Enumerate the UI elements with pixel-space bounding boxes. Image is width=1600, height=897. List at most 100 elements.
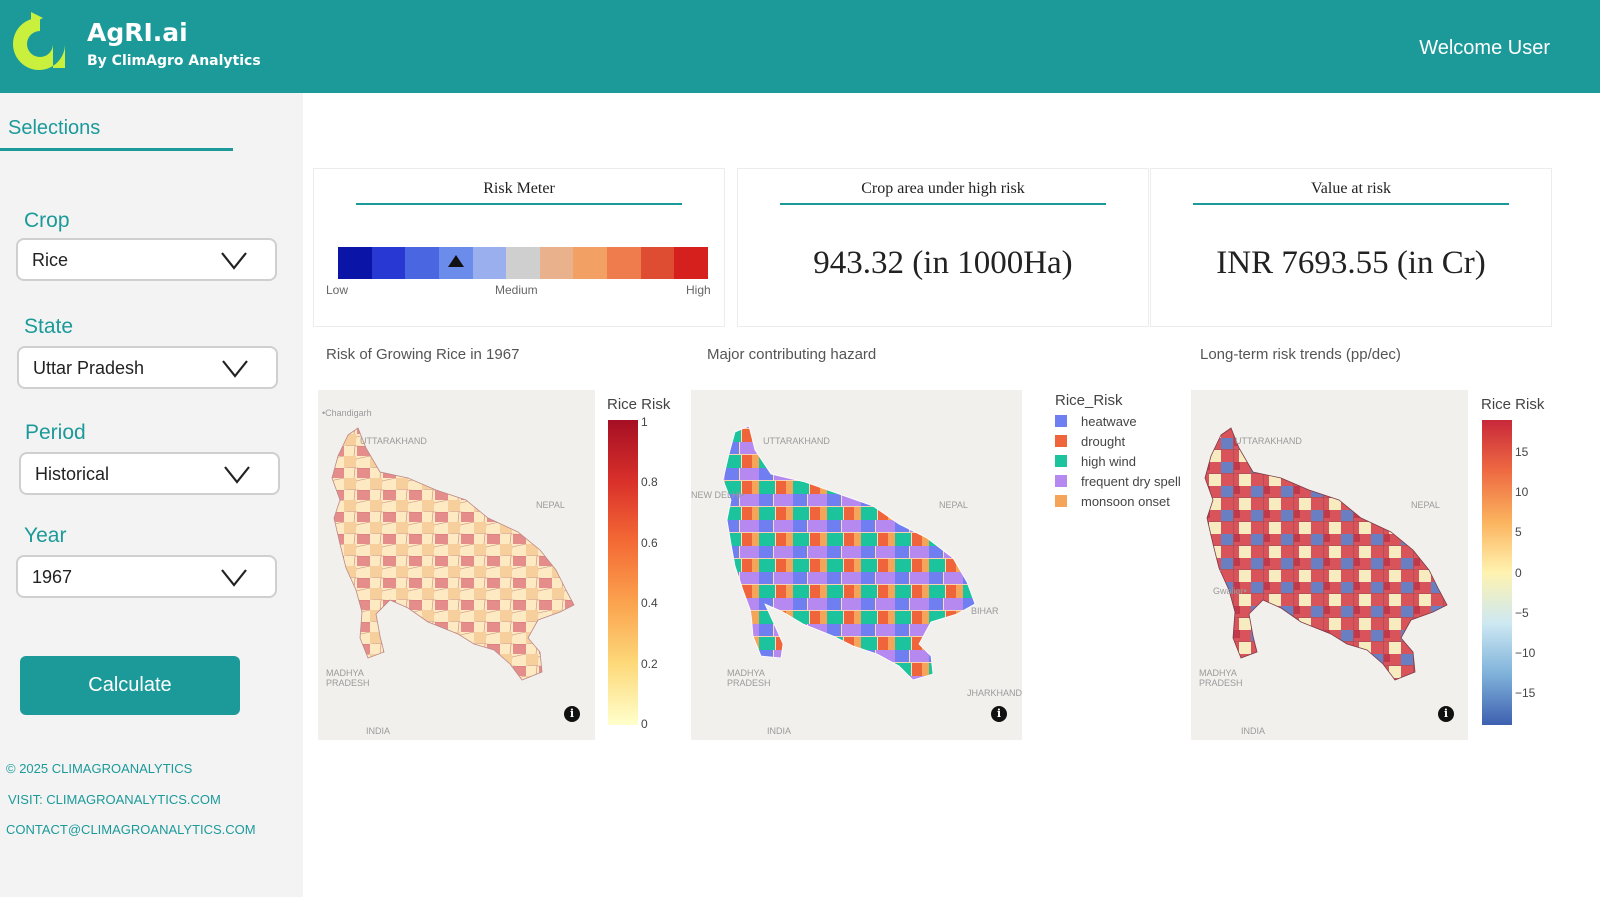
year-label: Year bbox=[24, 524, 67, 547]
colorbar-tick-label: −10 bbox=[1515, 645, 1536, 660]
crop-select[interactable]: Rice bbox=[16, 238, 277, 281]
period-select[interactable]: Historical bbox=[19, 452, 280, 495]
info-icon[interactable]: i bbox=[1438, 706, 1454, 722]
risk-meter-bar bbox=[338, 247, 709, 279]
legend-label: heatwave bbox=[1081, 414, 1137, 429]
colorbar-tick-label: 1 bbox=[641, 415, 648, 429]
value-at-risk-card: Value at risk INR 7693.55 (in Cr) bbox=[1150, 168, 1552, 327]
period-select-value: Historical bbox=[35, 464, 110, 484]
selections-sidebar: Selections Crop Rice State Uttar Pradesh… bbox=[0, 93, 303, 897]
state-select[interactable]: Uttar Pradesh bbox=[17, 346, 278, 389]
crop-select-value: Rice bbox=[32, 250, 69, 270]
state-select-value: Uttar Pradesh bbox=[33, 358, 145, 378]
chevron-down-icon bbox=[224, 466, 250, 484]
crop-area-value: 943.32 (in 1000Ha) bbox=[813, 245, 1073, 281]
footer-contact-link[interactable]: CONTACT@CLIMAGROANALYTICS.COM bbox=[6, 822, 256, 837]
crop-area-card: Crop area under high risk 943.32 (in 100… bbox=[737, 168, 1149, 327]
risk-colorbar-title: Rice Risk bbox=[607, 396, 671, 413]
map-label: UTTARAKHAND bbox=[1235, 436, 1302, 446]
value-at-risk-value: INR 7693.55 (in Cr) bbox=[1216, 245, 1486, 281]
agri-logo-icon bbox=[13, 12, 66, 70]
hazard-map-title: Major contributing hazard bbox=[707, 346, 877, 363]
trend-colorbar bbox=[1482, 420, 1512, 725]
map-label: MADHYA PRADESH bbox=[1199, 668, 1243, 688]
legend-swatch bbox=[1055, 495, 1067, 507]
trend-choropleth-map[interactable]: UTTARAKHAND NEPAL MADHYA PRADESH INDIA G… bbox=[1191, 390, 1468, 740]
chevron-down-icon bbox=[222, 360, 248, 378]
colorbar-tick-label: 0.2 bbox=[641, 656, 658, 671]
colorbar-tick-label: 0 bbox=[1515, 565, 1522, 580]
colorbar-tick-label: 0.6 bbox=[641, 535, 658, 550]
map-label: UTTARAKHAND bbox=[360, 436, 427, 446]
year-select-value: 1967 bbox=[32, 567, 73, 587]
map-label: MADHYA PRADESH bbox=[326, 668, 370, 688]
chevron-down-icon bbox=[221, 252, 247, 270]
legend-label: drought bbox=[1081, 434, 1126, 449]
brand-name: AgRI.ai bbox=[87, 18, 188, 47]
selections-title: Selections bbox=[8, 117, 101, 139]
uttar-pradesh-shape bbox=[1204, 427, 1448, 681]
value-at-risk-title: Value at risk bbox=[1311, 180, 1391, 197]
map-label: Gwalior• bbox=[1213, 586, 1247, 596]
crop-label: Crop bbox=[24, 209, 70, 232]
welcome-user[interactable]: Welcome User bbox=[1419, 37, 1550, 59]
map-label: NEW DELHI• bbox=[691, 490, 745, 500]
colorbar-tick-label: 15 bbox=[1515, 445, 1529, 459]
card-underline bbox=[780, 203, 1106, 205]
app-header: AgRI.ai By ClimAgro Analytics Welcome Us… bbox=[0, 0, 1600, 93]
risk-colorbar bbox=[608, 420, 638, 725]
state-label: State bbox=[24, 315, 74, 338]
risk-choropleth-map[interactable]: UTTARAKHAND NEPAL MADHYA PRADESH INDIA •… bbox=[318, 390, 595, 740]
risk-meter-high-label: High bbox=[686, 283, 711, 297]
hazard-choropleth-map[interactable]: UTTARAKHAND NEPAL NEW DELHI• MADHYA PRAD… bbox=[691, 390, 1022, 740]
map-label: JHARKHAND bbox=[967, 688, 1022, 698]
risk-meter-segment bbox=[338, 247, 372, 279]
legend-item[interactable]: heatwave bbox=[1055, 414, 1137, 429]
card-underline bbox=[1193, 203, 1509, 205]
colorbar-tick-label: 0 bbox=[641, 717, 648, 731]
risk-meter-title: Risk Meter bbox=[483, 180, 555, 197]
uttar-pradesh-shape bbox=[722, 425, 976, 681]
period-label: Period bbox=[25, 421, 86, 444]
risk-meter-segment bbox=[607, 247, 641, 279]
map-label: MADHYA PRADESH bbox=[727, 668, 771, 688]
legend-swatch bbox=[1055, 435, 1067, 447]
legend-item[interactable]: frequent dry spell bbox=[1055, 474, 1181, 489]
map-label: •Chandigarh bbox=[322, 408, 372, 418]
legend-label: monsoon onset bbox=[1081, 494, 1170, 509]
colorbar-tick-label: 0.4 bbox=[641, 596, 658, 611]
legend-label: high wind bbox=[1081, 454, 1136, 469]
risk-meter-segment bbox=[674, 247, 709, 279]
risk-meter-segment bbox=[472, 247, 507, 279]
crop-area-title: Crop area under high risk bbox=[861, 180, 1025, 197]
legend-label: frequent dry spell bbox=[1081, 474, 1181, 489]
calculate-button[interactable]: Calculate bbox=[20, 656, 240, 715]
map-label: UTTARAKHAND bbox=[763, 436, 830, 446]
legend-item[interactable]: high wind bbox=[1055, 454, 1136, 469]
info-icon[interactable]: i bbox=[564, 706, 580, 722]
risk-meter-pointer-icon bbox=[447, 255, 464, 267]
legend-swatch bbox=[1055, 455, 1067, 467]
hazard-legend-title: Rice_Risk bbox=[1055, 392, 1123, 409]
footer-copyright: © 2025 CLIMAGROANALYTICS bbox=[6, 761, 193, 776]
risk-meter-low-label: Low bbox=[326, 283, 349, 297]
trend-colorbar-title: Rice Risk bbox=[1481, 396, 1545, 413]
legend-swatch bbox=[1055, 475, 1067, 487]
risk-meter-segment bbox=[506, 247, 540, 279]
colorbar-tick-label: 0.8 bbox=[641, 475, 658, 490]
main-dashboard: Risk Meter Low Medium High Crop area und… bbox=[303, 93, 1600, 897]
card-underline bbox=[356, 203, 682, 205]
map-label: NEPAL bbox=[1411, 500, 1440, 510]
legend-item[interactable]: monsoon onset bbox=[1055, 494, 1170, 509]
trend-map-title: Long-term risk trends (pp/dec) bbox=[1200, 346, 1401, 363]
risk-map-title: Risk of Growing Rice in 1967 bbox=[326, 346, 520, 363]
footer-visit-link[interactable]: VISIT: CLIMAGROANALYTICS.COM bbox=[8, 792, 221, 807]
risk-meter-segment bbox=[371, 247, 406, 279]
year-select[interactable]: 1967 bbox=[16, 555, 277, 598]
legend-item[interactable]: drought bbox=[1055, 434, 1125, 449]
risk-meter-segment bbox=[405, 247, 439, 279]
risk-meter-segment bbox=[539, 247, 574, 279]
uttar-pradesh-shape bbox=[331, 427, 575, 681]
info-icon[interactable]: i bbox=[991, 706, 1007, 722]
chevron-down-icon bbox=[221, 569, 247, 587]
